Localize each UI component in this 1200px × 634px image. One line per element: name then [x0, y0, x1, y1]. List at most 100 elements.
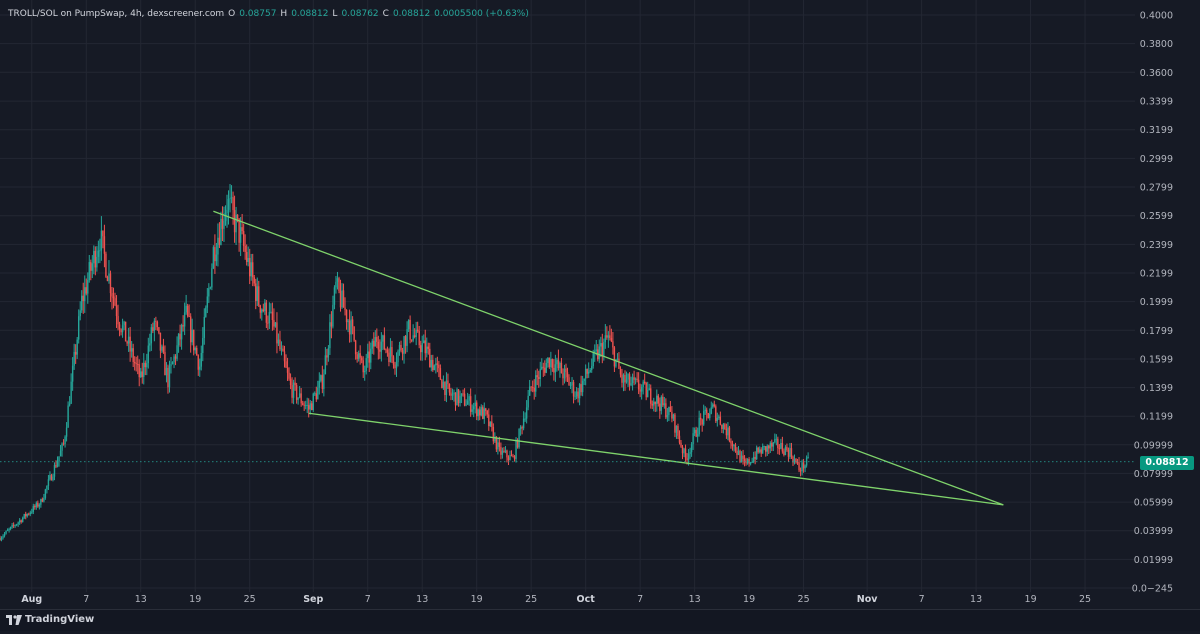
candle-body	[432, 359, 434, 371]
candle-body	[518, 428, 520, 448]
candle-body	[144, 362, 146, 368]
candle-body	[298, 393, 301, 398]
y-tick-label: 0.1999	[1140, 297, 1173, 308]
candle-body	[185, 305, 187, 313]
candle-body	[765, 446, 767, 452]
candle-body	[183, 312, 186, 327]
candle-body	[710, 407, 712, 414]
candle-body	[665, 403, 667, 418]
candle-body	[689, 452, 691, 454]
candle-body	[182, 324, 184, 327]
y-tick-label: 0.0−245	[1132, 584, 1173, 595]
candle-body	[70, 381, 72, 404]
candle-body	[640, 386, 643, 392]
candle-body	[270, 311, 272, 313]
candle-body	[415, 329, 417, 337]
candle-body	[348, 320, 351, 335]
candle-body	[389, 347, 392, 363]
candle-body	[91, 263, 94, 271]
candle-body	[336, 278, 339, 282]
candle-body	[283, 351, 286, 362]
candle-body	[634, 378, 637, 380]
candle-body	[206, 296, 209, 308]
candle-body	[214, 247, 216, 262]
x-tick-label: 19	[1025, 594, 1037, 605]
candle-body	[208, 288, 210, 297]
candle-body	[235, 214, 237, 233]
candle-body	[64, 436, 66, 444]
candle-body	[255, 283, 257, 301]
candle-body	[155, 320, 157, 322]
candle-body	[202, 337, 204, 354]
candle-body	[418, 331, 420, 346]
candle-body	[326, 355, 328, 358]
candle-body	[680, 442, 682, 447]
x-tick-label: Sep	[303, 594, 323, 605]
candle-body	[699, 417, 702, 420]
candle-body	[531, 387, 534, 388]
candle-body	[483, 408, 485, 419]
candle-body	[671, 411, 673, 419]
tradingview-logo[interactable]: TradingView	[6, 614, 94, 625]
candle-body	[612, 341, 614, 348]
candle-body	[745, 462, 747, 464]
candle-body	[627, 374, 629, 380]
trendline-lower[interactable]	[308, 412, 1004, 506]
candle-body	[143, 362, 145, 377]
candle-body	[11, 524, 13, 527]
x-tick-label: 25	[244, 594, 256, 605]
candle-body	[712, 404, 714, 408]
candle-body	[205, 307, 207, 317]
candle-body	[105, 253, 107, 277]
candle-body	[433, 365, 436, 371]
candle-body	[453, 392, 455, 395]
x-tick-label: 19	[743, 594, 755, 605]
candle-body	[441, 379, 443, 389]
candle-body	[516, 440, 519, 448]
candle-body	[404, 336, 407, 346]
candle-body	[715, 406, 717, 422]
candle-body	[398, 344, 401, 352]
candle-body	[289, 378, 292, 386]
candle-body	[265, 302, 268, 323]
footer-bar: TradingView	[0, 609, 1200, 631]
y-tick-label: 0.1399	[1140, 383, 1173, 394]
candle-body	[285, 361, 287, 368]
candle-body	[645, 382, 647, 398]
candle-body	[291, 385, 293, 398]
symbol-legend: TROLL/SOL on PumpSwap, 4h, dexscreener.c…	[8, 9, 529, 19]
x-tick-label: 25	[525, 594, 537, 605]
trendline-upper[interactable]	[213, 210, 1004, 506]
candle-body	[335, 281, 337, 288]
candle-body	[395, 362, 398, 369]
candle-body	[472, 406, 475, 410]
candle-body	[742, 455, 744, 460]
candle-body	[412, 335, 414, 341]
candle-body	[569, 385, 572, 386]
candle-body	[463, 393, 466, 406]
candle-body	[568, 377, 570, 386]
candle-body	[722, 424, 725, 429]
candle-body	[462, 393, 464, 395]
candle-body	[261, 309, 263, 313]
candle-body	[709, 413, 711, 419]
candle-body	[772, 442, 775, 447]
candle-body	[194, 347, 196, 351]
candle-body	[581, 380, 584, 393]
legend-low: 0.08762	[341, 9, 379, 19]
candle-body	[630, 383, 632, 386]
candle-body	[43, 497, 45, 502]
candle-body	[594, 350, 596, 352]
candle-body	[544, 367, 546, 373]
candle-body	[370, 348, 372, 363]
y-tick-label: 0.2999	[1140, 154, 1173, 165]
candle-body	[79, 310, 81, 317]
y-tick-label: 0.1199	[1140, 412, 1173, 423]
candle-body	[164, 352, 166, 376]
y-tick-label: 0.2799	[1140, 183, 1173, 194]
candle-body	[354, 340, 357, 355]
candle-body	[258, 286, 260, 306]
candle-body	[547, 357, 549, 364]
